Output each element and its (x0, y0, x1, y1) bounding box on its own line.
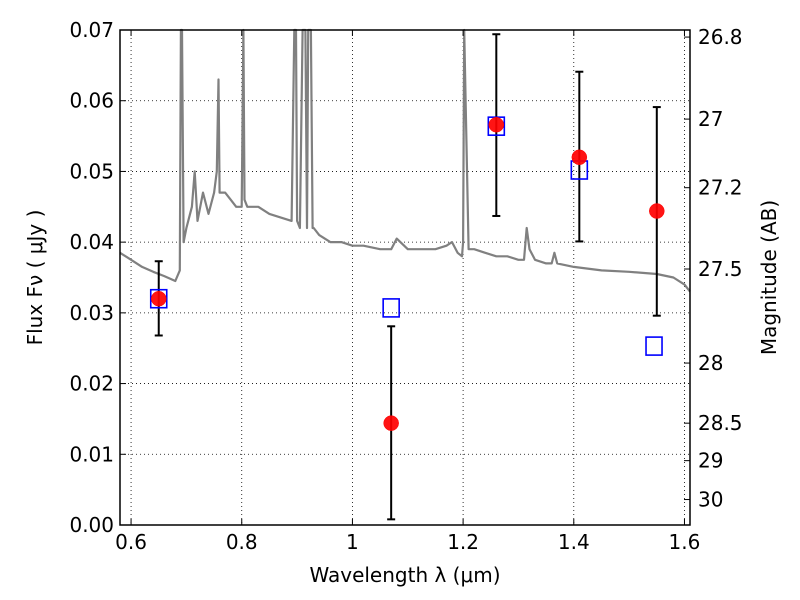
y-tick-label: 0.04 (69, 230, 114, 254)
x-tick-label: 1.6 (669, 530, 701, 554)
y-tick-label: 0.02 (69, 372, 114, 396)
x-tick-label: 0.8 (226, 530, 258, 554)
model-square-point (382, 298, 400, 318)
y2-axis-label: Magnitude (AB) (757, 200, 781, 355)
flux-circle-point (649, 203, 665, 219)
y2-tick-label: 29 (698, 449, 723, 473)
x-tick-label: 1.2 (447, 530, 479, 554)
data-points-layer (149, 116, 665, 431)
grid (120, 29, 690, 526)
x-tick-label: 1 (346, 530, 359, 554)
y2-tick-label: 27.2 (698, 176, 743, 200)
model-square-point (645, 336, 663, 356)
x-axis-label: Wavelength λ (μm) (309, 563, 500, 587)
model-spectrum-layer (119, 28, 691, 293)
spectrum-line (119, 28, 691, 293)
y-tick-label: 0.03 (69, 301, 114, 325)
y-tick-label: 0.06 (69, 89, 114, 113)
y2-tick-label: 28 (698, 351, 723, 375)
model-square-point (149, 288, 168, 309)
flux-circle-point (571, 149, 588, 166)
y2-tick-label: 30 (698, 488, 723, 512)
x-tick-label: 1.4 (558, 530, 590, 554)
y2-tick-label: 27.5 (698, 257, 743, 281)
flux-circle-point (150, 290, 167, 307)
ticks-layer: 0.6 0.8 1 1.2 1.4 1.6 0.00 0.01 0.02 0.03 0.04 0.05… (69, 18, 742, 554)
plot-frame (119, 29, 691, 526)
y2-tick-label: 28.5 (698, 411, 743, 435)
error-bars-layer (154, 33, 661, 521)
y-tick-label: 0.07 (69, 18, 114, 42)
y2-tick-label: 27 (698, 107, 723, 131)
flux-circle-point (383, 415, 399, 431)
x-tick-label: 0.6 (115, 530, 147, 554)
y-tick-label: 0.05 (69, 159, 114, 183)
y-axis-label: Flux Fν ( μJy ) (23, 210, 47, 346)
y-tick-label: 0.01 (69, 442, 114, 466)
y2-tick-label: 26.8 (698, 25, 743, 49)
y-tick-label: 0.00 (69, 513, 114, 537)
flux-circle-point (488, 117, 505, 133)
